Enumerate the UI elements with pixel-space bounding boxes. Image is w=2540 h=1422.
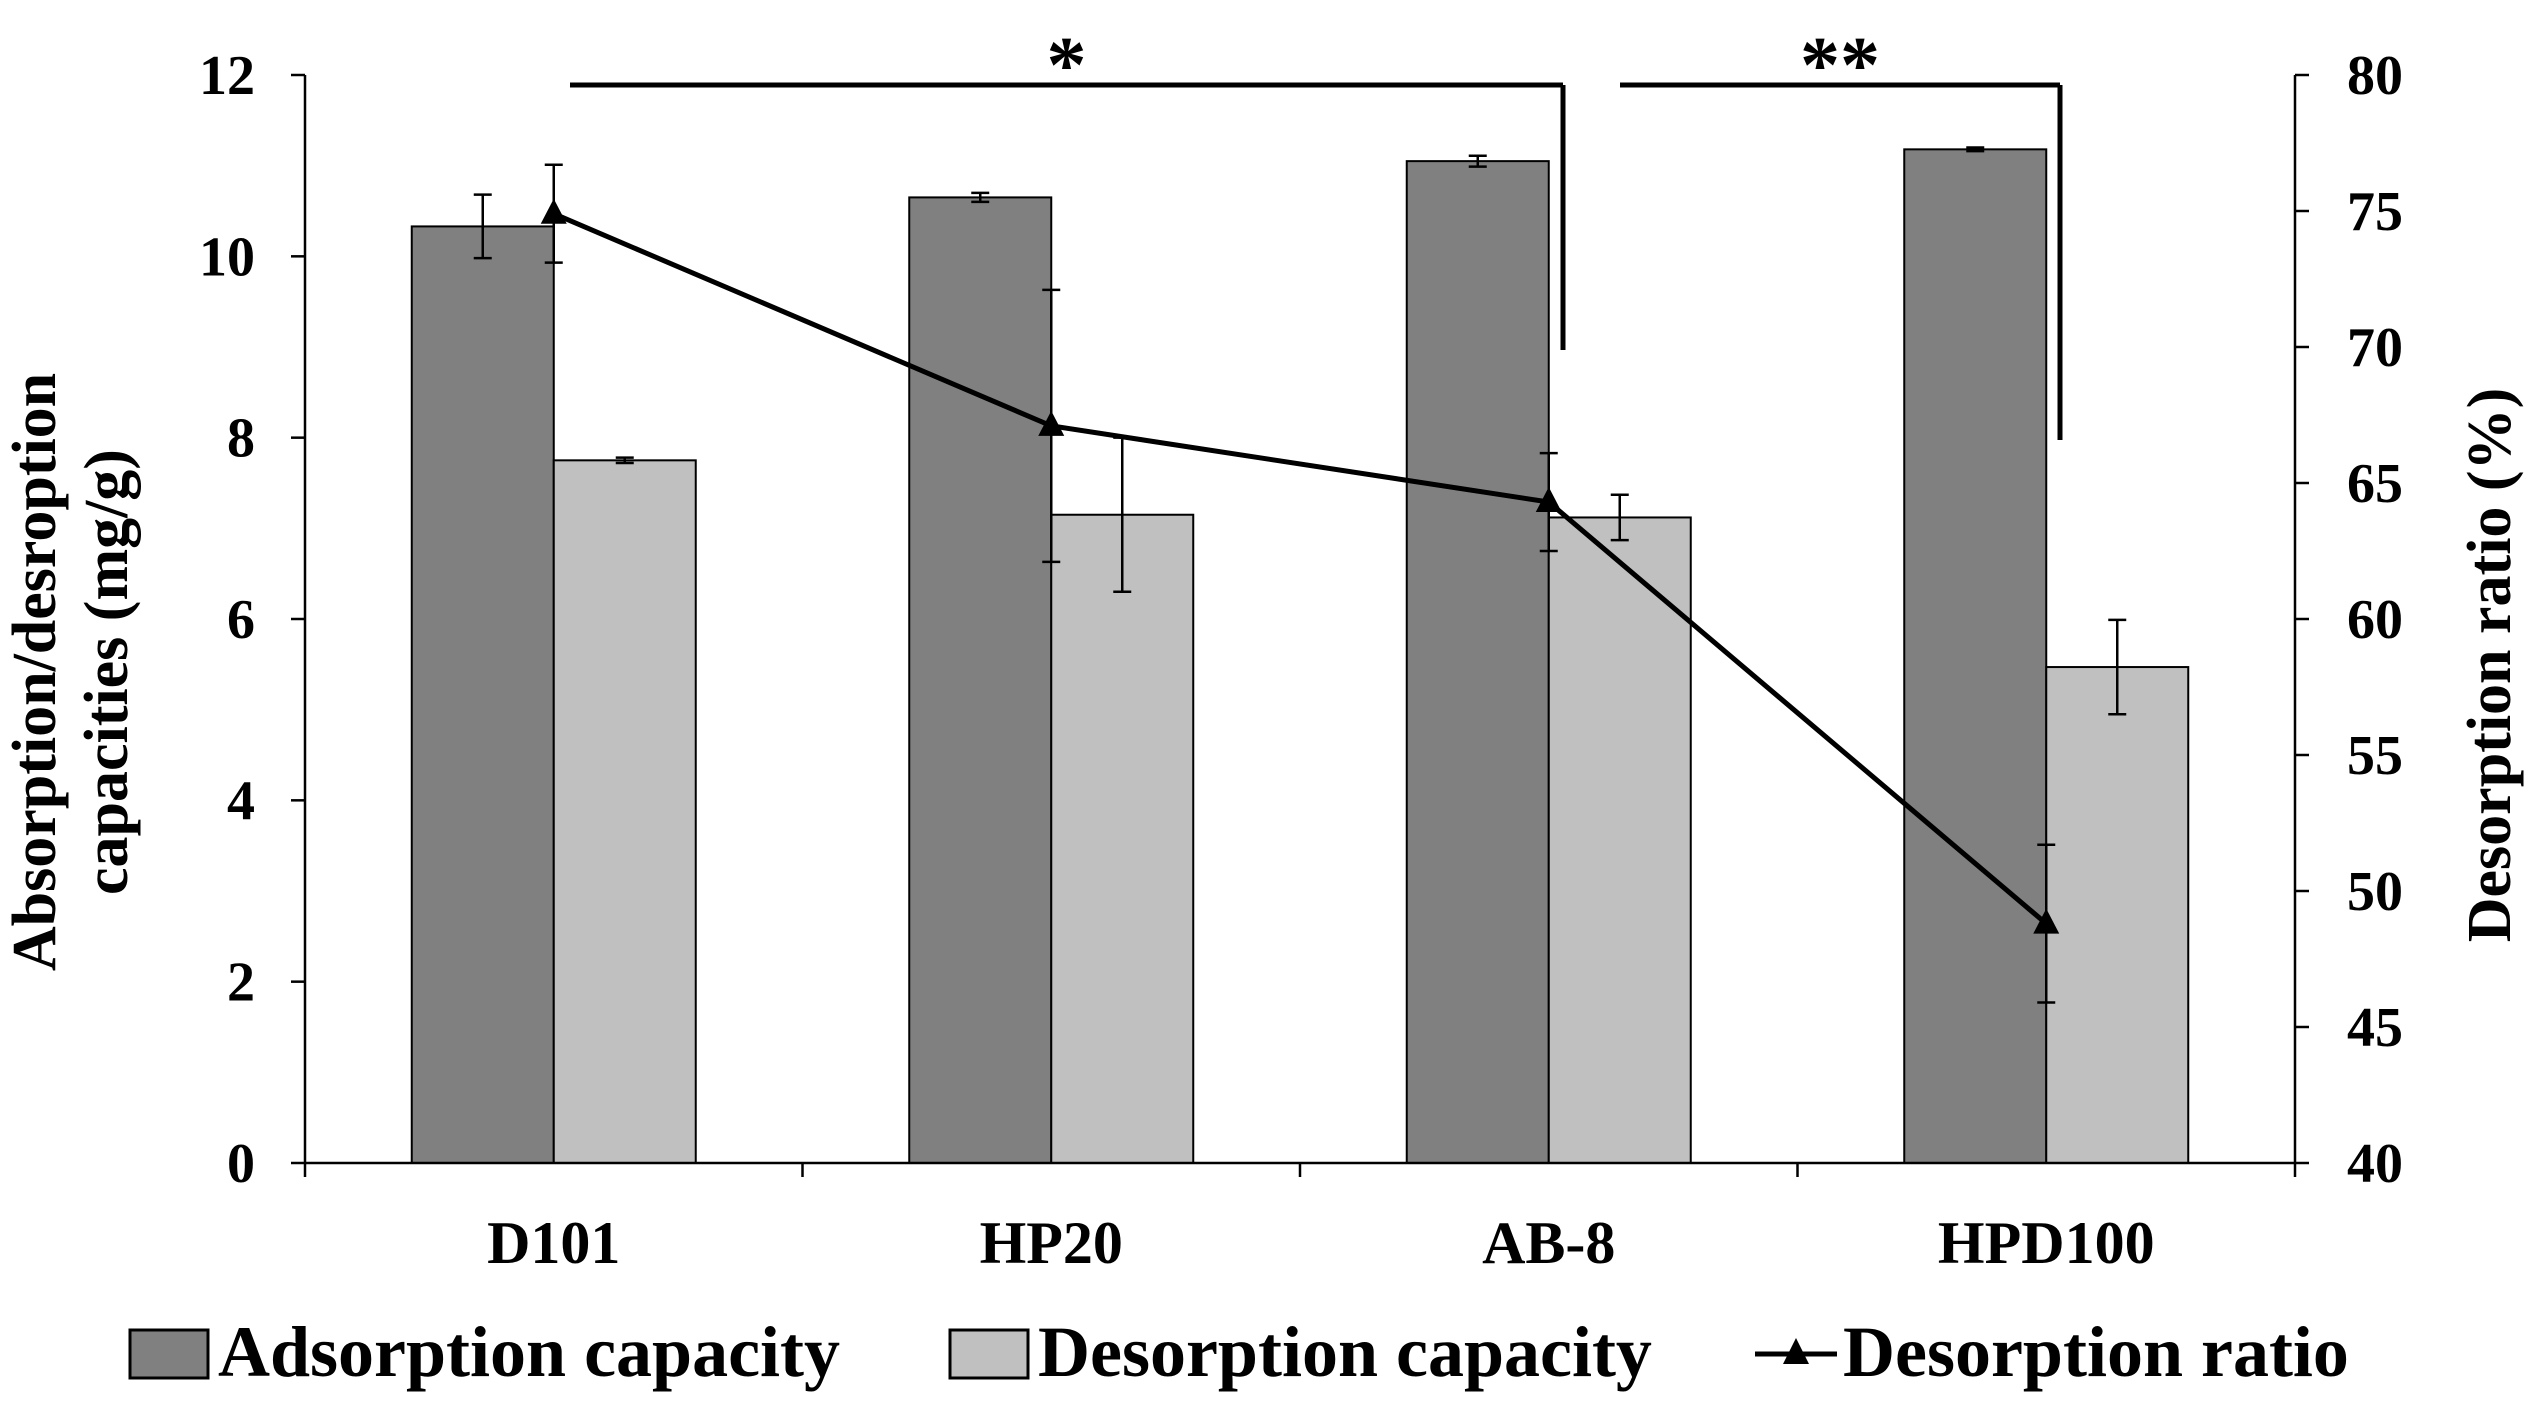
x-axis-category-label: HPD100 [1938, 1210, 2155, 1276]
ratio-line-group [540, 163, 2060, 1004]
right-axis-tick-label: 75 [2347, 181, 2403, 243]
ratio-marker-hp20 [1038, 410, 1065, 436]
left-axis-title-line: Absorption/desroption [1, 373, 69, 971]
error-bars-group [473, 146, 2127, 716]
bar-adsorption-capacity-d101 [410, 225, 555, 1164]
left-axis-tick-label: 6 [227, 589, 255, 651]
bar-desorption-capacity-d101 [552, 459, 697, 1165]
ratio-marker-ab-8 [1535, 487, 1562, 513]
right-axis-tick-label: 50 [2347, 861, 2403, 923]
desorption-ratio-line [552, 211, 2048, 926]
left-axis-title-line: capacities (mg/g) [73, 449, 141, 895]
ratio-marker-d101 [540, 198, 567, 224]
left-axis-tick-label: 0 [227, 1133, 255, 1195]
significance-group: * ** [570, 22, 2063, 440]
x-axis-category-label: HP20 [980, 1210, 1123, 1276]
bars-group [410, 148, 2190, 1165]
bar-desorption-capacity-hpd100 [2045, 666, 2190, 1164]
legend: Adsorption capacity Desorption capacity De… [128, 1312, 2349, 1392]
right-axis-tick-label: 70 [2347, 317, 2403, 379]
right-axis-tick-label: 80 [2347, 45, 2403, 107]
x-axis-category-label: AB-8 [1482, 1210, 1615, 1276]
legend-swatch-1 [948, 1328, 1030, 1380]
left-axis-tick-label: 12 [199, 45, 255, 107]
significance-label: * [1047, 22, 1087, 110]
legend-label: Desorption capacity [1038, 1312, 1652, 1392]
right-axis-tick-label: 65 [2347, 453, 2403, 515]
x-axis-category-label: D101 [487, 1210, 620, 1276]
left-axis-tick-label: 2 [227, 952, 255, 1014]
right-axis-tick-label: 55 [2347, 725, 2403, 787]
significance-label: ** [1800, 22, 1880, 110]
axes-group: 0 2 4 6 8 10 12 40 45 50 55 60 65 70 75 80 D101 HP20 AB-8 H… [1, 45, 2524, 1276]
left-axis-tick-label: 10 [199, 226, 255, 288]
right-axis-tick-label: 40 [2347, 1133, 2403, 1195]
bar-adsorption-capacity-hpd100 [1903, 148, 2048, 1164]
legend-label: Desorption ratio [1843, 1312, 2349, 1392]
legend-triangle-marker [1783, 1338, 1809, 1364]
bar-adsorption-capacity-ab-8 [1405, 160, 1550, 1164]
legend-label: Adsorption capacity [218, 1312, 840, 1392]
bar-adsorption-capacity-hp20 [908, 196, 1053, 1164]
bar-desorption-capacity-hp20 [1050, 513, 1195, 1164]
right-axis-title: Desorption ratio (%) [2456, 388, 2524, 942]
right-axis-tick-label: 60 [2347, 589, 2403, 651]
legend-swatch-0 [128, 1328, 210, 1380]
left-axis-tick-label: 4 [227, 770, 255, 832]
right-axis-tick-label: 45 [2347, 997, 2403, 1059]
left-axis-tick-label: 8 [227, 408, 255, 470]
bar-desorption-capacity-ab-8 [1547, 516, 1692, 1164]
left-axis-title: Absorption/desroptioncapacities (mg/g) [1, 373, 141, 971]
ratio-marker-hpd100 [2033, 908, 2060, 934]
